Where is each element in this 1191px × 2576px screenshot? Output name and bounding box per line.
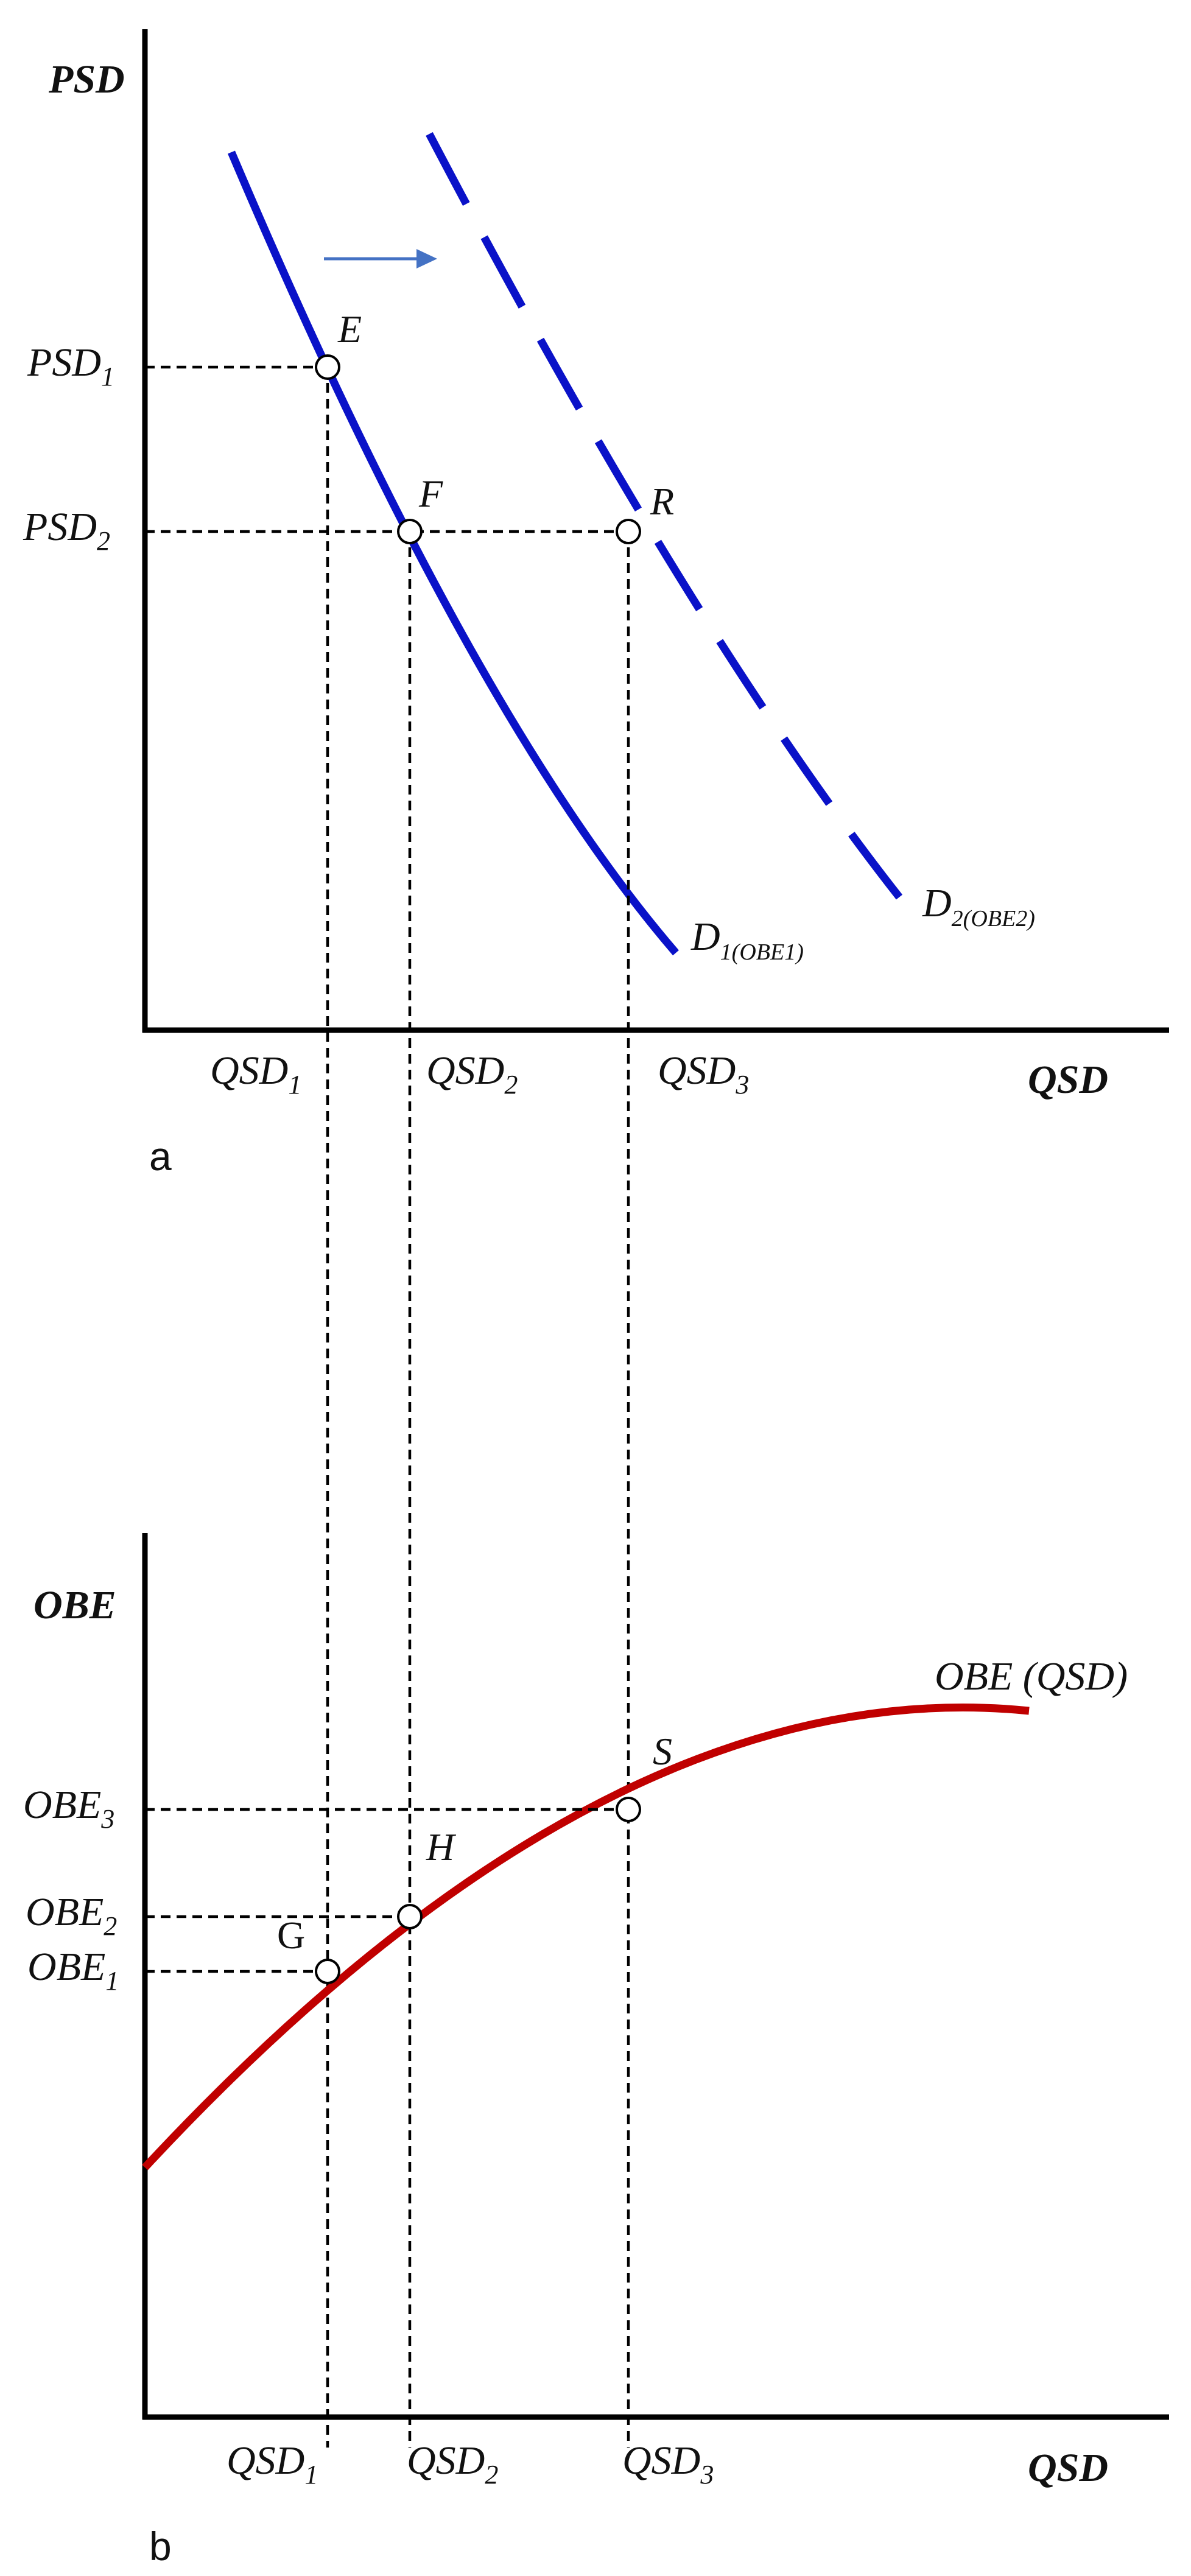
x-tick-qsd3-a: QSD3 — [658, 1048, 749, 1100]
y-tick-obe3: OBE3 — [23, 1783, 114, 1834]
point-label-g: G — [277, 1914, 305, 1957]
y-tick-obe1: OBE1 — [27, 1945, 119, 1996]
x-tick-qsd1-a: QSD1 — [210, 1048, 301, 1100]
point-label-r: R — [650, 480, 674, 523]
point-label-h: H — [426, 1825, 457, 1869]
shift-arrow-head — [416, 249, 437, 268]
x-tick-qsd2-a: QSD2 — [426, 1048, 518, 1100]
panel-b: S H G OBE QSD OBE3 OBE2 OBE1 QSD1 QSD2 Q… — [23, 1533, 1169, 2569]
x-tick-qsd3-b: QSD3 — [622, 2438, 714, 2490]
point-e — [315, 354, 340, 380]
point-f — [397, 519, 423, 544]
obe-curve-label: OBE (QSD) — [935, 1654, 1128, 1699]
demand-curve-d2 — [426, 132, 911, 910]
panel-b-label: b — [149, 2524, 172, 2569]
curve-label-d2: D2(OBE2) — [922, 881, 1035, 932]
panel-a-y-title: PSD — [48, 57, 125, 102]
panel-a-label: a — [149, 1134, 172, 1179]
curve-label-d1: D1(OBE1) — [690, 914, 804, 965]
point-g — [315, 1959, 340, 1984]
panel-a-x-title: QSD — [1028, 1058, 1108, 1102]
point-h — [397, 1904, 423, 1929]
x-tick-qsd1-b: QSD1 — [227, 2438, 318, 2490]
y-tick-psd1: PSD1 — [27, 340, 114, 391]
demand-curve-d1 — [228, 150, 679, 956]
point-r — [616, 519, 641, 544]
point-s — [616, 1797, 641, 1822]
y-tick-obe2: OBE2 — [26, 1890, 117, 1941]
panel-b-y-title: OBE — [33, 1583, 116, 1627]
x-tick-qsd2-b: QSD2 — [407, 2438, 498, 2490]
panel-a: E F R PSD QSD PSD1 PSD2 QSD1 QSD2 QSD3 D… — [23, 29, 1169, 2448]
y-tick-psd2: PSD2 — [23, 505, 110, 556]
obe-curve — [142, 1704, 1030, 2171]
point-label-s: S — [653, 1730, 672, 1773]
point-label-e: E — [337, 307, 362, 351]
panel-b-x-title: QSD — [1028, 2446, 1108, 2490]
point-label-f: F — [418, 472, 443, 515]
